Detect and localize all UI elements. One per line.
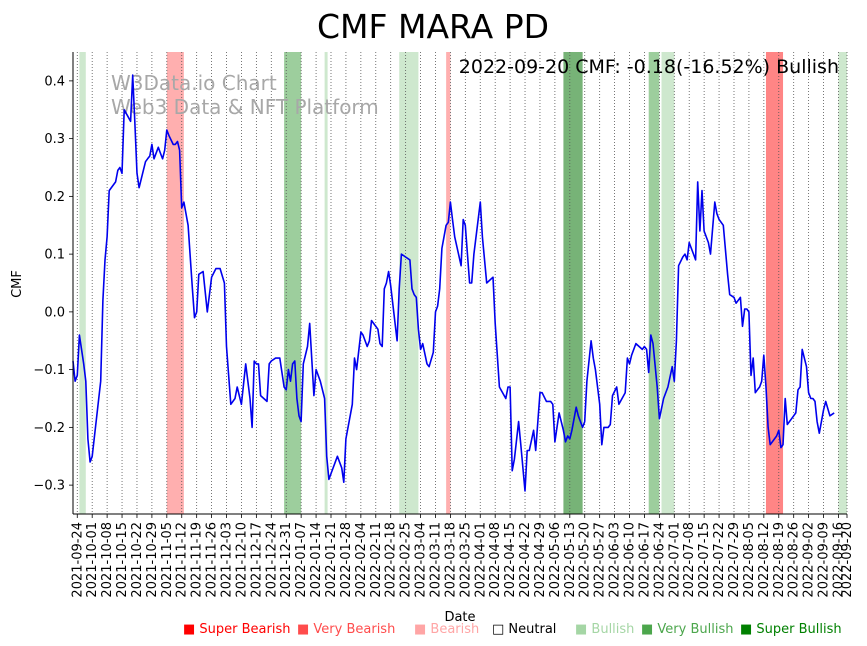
legend-item-super-bullish: ■ Super Bullish [740, 622, 842, 637]
x-tick-label: 2022-08-19 [772, 522, 787, 598]
x-tick-label: 2021-10-29 [145, 522, 160, 598]
legend-item-neutral: □ Neutral [492, 622, 556, 637]
x-tick-label: 2022-06-24 [652, 522, 667, 598]
x-tick-label: 2022-05-27 [593, 522, 608, 598]
chart-title: CMF MARA PD [317, 7, 549, 46]
x-tick-label: 2022-03-11 [428, 522, 443, 598]
x-tick-label: 2021-12-17 [249, 522, 264, 598]
legend-item-bullish: ■ Bullish [575, 622, 634, 637]
x-tick-label: 2022-07-29 [727, 522, 742, 598]
x-tick-label: 2022-08-12 [757, 522, 772, 598]
band-very-bullish-7 [648, 52, 660, 514]
y-tick-label: 0.4 [44, 74, 65, 89]
x-tick-label: 2022-08-26 [787, 522, 802, 598]
x-tick-label: 2022-07-08 [682, 522, 697, 598]
x-tick-label: 2022-09-09 [817, 522, 832, 598]
x-tick-label: 2022-02-11 [369, 522, 384, 598]
band-super-bullish-6 [563, 52, 583, 514]
x-tick-label: 2022-06-17 [637, 522, 652, 598]
legend-item-bearish: ■ Bearish [414, 622, 479, 637]
x-tick-label: 2022-05-13 [563, 522, 578, 598]
watermark-line-2: Web3 Data & NFT Platform [111, 95, 379, 119]
band-bullish-0 [79, 52, 86, 514]
y-tick-label: 0.3 [44, 132, 65, 147]
axes [72, 52, 847, 515]
x-tick-label: 2022-04-01 [473, 522, 488, 598]
y-axis-label: CMF [10, 270, 25, 298]
band-bullish-8 [661, 52, 675, 514]
band-very-bearish-9 [765, 52, 784, 514]
x-tick-label: 2021-10-22 [130, 522, 145, 598]
x-tick-label: 2022-05-06 [548, 522, 563, 598]
series-line-cmf [72, 74, 835, 492]
x-tick-label: 2021-10-08 [100, 522, 115, 598]
x-tick-label: 2021-12-03 [220, 522, 235, 598]
x-tick-label: 2022-06-03 [608, 522, 623, 598]
x-tick-label: 2022-01-21 [324, 522, 339, 598]
x-tick-label: 2022-07-15 [697, 522, 712, 598]
watermark: W3Data.io Chart Web3 Data & NFT Platform [111, 71, 379, 119]
y-tick-label: −0.1 [33, 363, 65, 378]
x-tick-label: 2022-09-02 [802, 522, 817, 598]
x-tick-label: 2022-07-22 [712, 522, 727, 598]
legend-item-very-bearish: ■ Very Bearish [297, 622, 395, 637]
x-tick-label: 2021-12-10 [234, 522, 249, 598]
x-tick-label: 2022-03-18 [443, 522, 458, 598]
signal-bands [79, 52, 847, 514]
y-tick-label: −0.2 [33, 421, 65, 436]
x-tick-label: 2022-05-20 [578, 522, 593, 598]
legend-item-very-bullish: ■ Very Bullish [641, 622, 733, 637]
x-tick-label: 2022-08-05 [742, 522, 757, 598]
x-tick-label: 2022-09-16 [831, 522, 846, 598]
legend: ■ Super Bearish ■ Very Bearish ■ Bearish □ … [183, 622, 842, 637]
x-tick-label: 2021-11-12 [175, 522, 190, 598]
x-tick-label: 2022-02-04 [354, 522, 369, 598]
x-tick-label: 2021-10-01 [85, 522, 100, 598]
x-tick-label: 2021-09-24 [70, 522, 85, 598]
band-bullish-4 [399, 52, 419, 514]
x-tick-label: 2022-03-04 [414, 522, 429, 598]
x-tick-label: 2022-01-07 [294, 522, 309, 598]
x-axis-ticks: 2021-09-24 2021-10-01 2021-10-08 2021-10-15… [70, 514, 855, 598]
x-tick-label: 2022-09-20 [840, 522, 855, 598]
x-tick-label: 2022-01-28 [339, 522, 354, 598]
status-readout: 2022-09-20 CMF: -0.18(-16.52%) Bullish [459, 56, 839, 78]
watermark-line-1: W3Data.io Chart [111, 71, 277, 95]
x-tick-label: 2022-04-08 [488, 522, 503, 598]
y-tick-label: 0.2 [44, 190, 65, 205]
x-tick-label: 2022-07-01 [667, 522, 682, 598]
x-tick-label: 2022-04-29 [533, 522, 548, 598]
y-tick-label: 0.1 [44, 248, 65, 263]
x-tick-label: 2022-04-15 [503, 522, 518, 598]
x-tick-label: 2021-11-19 [190, 522, 205, 598]
band-bullish-3 [324, 52, 328, 514]
x-tick-label: 2021-11-05 [160, 522, 175, 598]
x-tick-label: 2022-01-14 [309, 522, 324, 598]
x-tick-label: 2022-02-18 [384, 522, 399, 598]
x-tick-label: 2022-06-10 [623, 522, 638, 598]
y-axis-ticks: −0.3 −0.2 −0.1 0.0 0.1 0.2 0.3 0.4 [33, 74, 73, 494]
x-tick-label: 2021-12-31 [279, 522, 294, 598]
y-tick-label: −0.3 [33, 479, 65, 494]
x-tick-label: 2021-11-26 [205, 522, 220, 598]
x-tick-label: 2022-04-22 [518, 522, 533, 598]
x-tick-label: 2022-02-25 [399, 522, 414, 598]
legend-item-super-bearish: ■ Super Bearish [183, 622, 291, 637]
band-bullish-10 [838, 52, 847, 514]
x-tick-label: 2022-03-25 [458, 522, 473, 598]
y-tick-label: 0.0 [44, 305, 65, 320]
band-bearish-1 [166, 52, 184, 514]
band-bearish-5 [446, 52, 451, 514]
band-very-bullish-2 [284, 52, 302, 514]
x-axis-label: Date [444, 610, 475, 625]
x-tick-label: 2021-10-15 [115, 522, 130, 598]
x-tick-label: 2021-12-24 [264, 522, 279, 598]
cmf-series [72, 74, 835, 492]
